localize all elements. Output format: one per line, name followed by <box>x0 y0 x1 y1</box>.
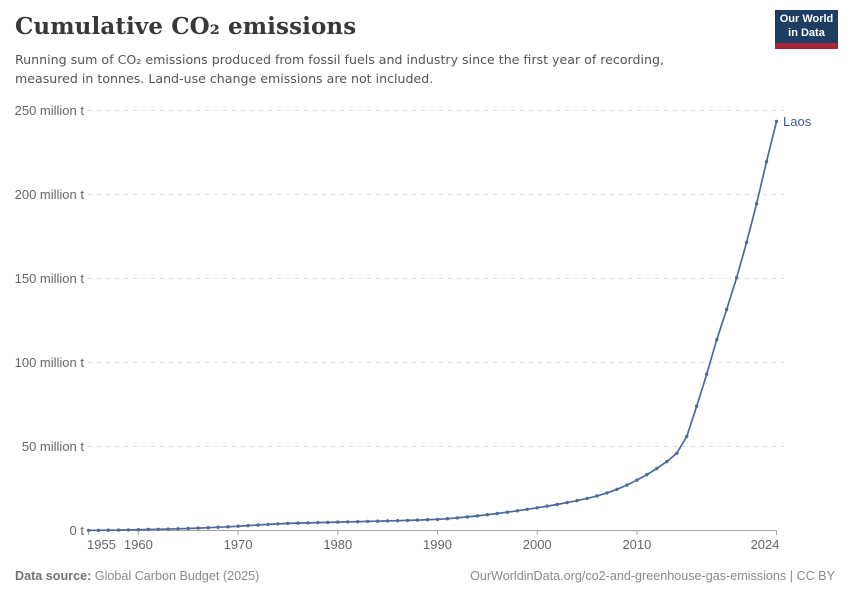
y-axis-tick-label: 50 million t <box>22 439 85 454</box>
data-point[interactable] <box>286 521 290 526</box>
data-source-label: Data source: <box>15 569 92 583</box>
data-point[interactable] <box>635 478 639 482</box>
x-axis-tick-label: 2024 <box>751 537 780 552</box>
data-point[interactable] <box>744 240 749 245</box>
data-point[interactable] <box>605 491 609 495</box>
data-point[interactable] <box>475 514 480 518</box>
x-axis-tick-label: 2000 <box>523 537 552 552</box>
x-axis-tick-label: 1970 <box>224 537 253 552</box>
data-point[interactable] <box>415 518 420 522</box>
data-point[interactable] <box>186 526 190 531</box>
data-point[interactable] <box>226 525 230 529</box>
owid-logo[interactable]: Our World in Data <box>775 10 838 49</box>
footer-link[interactable]: OurWorldinData.org/co2-and-greenhouse-ga… <box>470 569 835 583</box>
data-point[interactable] <box>535 506 539 510</box>
data-point[interactable] <box>754 202 759 206</box>
data-point[interactable] <box>435 517 440 522</box>
laos-series-line[interactable] <box>88 121 778 532</box>
data-point[interactable] <box>445 517 450 521</box>
owid-logo-line2: in Data <box>788 26 825 39</box>
data-source: Data source: Global Carbon Budget (2025) <box>15 569 259 583</box>
data-point[interactable] <box>764 160 769 164</box>
y-axis-tick-label: 100 million t <box>15 355 85 370</box>
data-point[interactable] <box>326 520 330 525</box>
data-source-value: Global Carbon Budget (2025) <box>91 569 260 583</box>
data-point[interactable] <box>685 434 689 439</box>
data-point[interactable] <box>774 119 779 124</box>
data-point[interactable] <box>126 528 131 532</box>
data-point[interactable] <box>196 526 200 530</box>
data-point[interactable] <box>266 522 270 527</box>
data-point[interactable] <box>306 521 310 525</box>
data-point[interactable] <box>405 518 410 523</box>
data-point[interactable] <box>246 523 250 528</box>
data-point[interactable] <box>665 459 669 464</box>
data-point[interactable] <box>346 520 350 524</box>
data-point[interactable] <box>385 519 390 523</box>
x-axis-tick-label: 1955 <box>87 537 116 552</box>
x-axis-tick-label: 1980 <box>323 537 352 552</box>
data-point[interactable] <box>296 521 300 525</box>
co2-line-chart: 0 t 50 million t 100 million t 150 million … <box>15 103 812 552</box>
data-point[interactable] <box>715 338 719 342</box>
entity-label-laos[interactable]: Laos <box>783 114 812 129</box>
data-point[interactable] <box>256 523 260 527</box>
data-point[interactable] <box>495 511 499 516</box>
x-axis-tick-label: 1990 <box>423 537 452 552</box>
data-point[interactable] <box>356 520 360 524</box>
chart-subtitle: Running sum of CO₂ emissions produced fr… <box>15 52 664 86</box>
data-point[interactable] <box>376 519 380 523</box>
data-point[interactable] <box>216 525 220 529</box>
data-point[interactable] <box>585 496 589 501</box>
data-point[interactable] <box>86 528 91 533</box>
y-axis-tick-label: 0 t <box>70 523 85 538</box>
data-point[interactable] <box>555 502 559 507</box>
data-point[interactable] <box>156 527 160 531</box>
x-axis-tick-label: 1960 <box>124 537 153 552</box>
data-point[interactable] <box>734 276 739 280</box>
data-point[interactable] <box>276 522 280 526</box>
data-point[interactable] <box>146 527 150 532</box>
data-point[interactable] <box>206 526 210 530</box>
y-axis-tick-label: 250 million t <box>15 103 85 118</box>
data-point[interactable] <box>96 528 101 532</box>
chart-title: Cumulative CO₂ emissions <box>15 13 357 40</box>
data-point[interactable] <box>236 524 240 528</box>
data-point[interactable] <box>515 509 519 513</box>
data-point[interactable] <box>485 513 489 517</box>
data-point[interactable] <box>366 519 370 524</box>
data-point[interactable] <box>336 520 340 524</box>
x-axis-tick-label: 2010 <box>622 537 651 552</box>
data-point[interactable] <box>565 500 569 505</box>
data-point[interactable] <box>505 510 509 514</box>
y-axis-tick-label: 200 million t <box>15 187 85 202</box>
data-point[interactable] <box>425 518 430 522</box>
data-point[interactable] <box>615 487 619 491</box>
data-point[interactable] <box>395 519 400 523</box>
data-point[interactable] <box>595 494 599 498</box>
data-point[interactable] <box>625 483 629 487</box>
data-point[interactable] <box>116 528 121 532</box>
data-point[interactable] <box>455 516 460 520</box>
data-point[interactable] <box>465 515 470 519</box>
data-point[interactable] <box>545 504 549 508</box>
data-point[interactable] <box>724 307 729 312</box>
data-point[interactable] <box>106 528 111 532</box>
data-point[interactable] <box>705 372 709 376</box>
owid-logo-line1: Our World <box>779 13 834 26</box>
data-point[interactable] <box>525 507 529 511</box>
data-point[interactable] <box>645 472 649 477</box>
data-point[interactable] <box>675 451 679 455</box>
data-point[interactable] <box>695 404 699 408</box>
data-point[interactable] <box>176 527 180 531</box>
data-point[interactable] <box>136 528 141 532</box>
data-point[interactable] <box>166 527 170 531</box>
data-point[interactable] <box>316 520 320 525</box>
y-axis-tick-label: 150 million t <box>15 271 85 286</box>
data-point[interactable] <box>575 498 579 503</box>
chart-footer: Data source: Global Carbon Budget (2025)… <box>15 569 835 583</box>
data-point[interactable] <box>655 466 659 471</box>
